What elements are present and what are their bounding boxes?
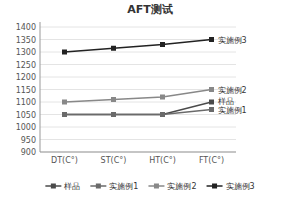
marker bbox=[62, 50, 67, 55]
grid-line bbox=[40, 77, 236, 78]
legend: 样品 实施例1 实施例2 实施例3 bbox=[45, 182, 254, 191]
y-tick-label: 900 bbox=[21, 148, 36, 157]
marker bbox=[160, 95, 165, 100]
legend-item: 样品 bbox=[45, 182, 80, 191]
marker bbox=[111, 46, 116, 51]
y-axis: 900 950 1000 1050 1100 1150 1200 1250 1300 1350 14… bbox=[16, 23, 236, 157]
line bbox=[65, 40, 212, 53]
legend-marker bbox=[212, 184, 217, 189]
x-tick-label: ST(C°) bbox=[101, 156, 127, 165]
legend-marker bbox=[96, 184, 101, 189]
series bbox=[62, 87, 214, 105]
y-tick-label: 1100 bbox=[16, 98, 36, 107]
marker bbox=[62, 112, 67, 117]
y-axis-line bbox=[40, 22, 41, 152]
series bbox=[62, 107, 214, 117]
annotation: 实施例3 bbox=[218, 36, 247, 45]
annotation: 样品 bbox=[218, 97, 234, 106]
legend-label: 实施例2 bbox=[167, 182, 196, 191]
y-tick-label: 1300 bbox=[16, 48, 36, 57]
marker bbox=[62, 112, 67, 117]
legend-item: 实施例1 bbox=[90, 182, 138, 191]
legend-marker bbox=[51, 184, 56, 189]
marker bbox=[160, 112, 165, 117]
line bbox=[65, 90, 212, 103]
title: AFT测试 bbox=[127, 3, 173, 16]
legend-label: 样品 bbox=[64, 182, 80, 191]
legend-label: 实施例3 bbox=[226, 182, 255, 191]
plot-area bbox=[62, 37, 214, 117]
marker bbox=[111, 97, 116, 102]
grid-line bbox=[40, 139, 236, 140]
marker bbox=[160, 42, 165, 47]
annotation: 实施例1 bbox=[218, 106, 247, 115]
grid-line bbox=[40, 27, 236, 28]
marker bbox=[62, 100, 67, 105]
y-tick-label: 1200 bbox=[16, 73, 36, 82]
y-tick-label: 1400 bbox=[16, 23, 36, 32]
x-tick-label: FT(C°) bbox=[199, 156, 224, 165]
legend-item: 实施例2 bbox=[148, 182, 196, 191]
series bbox=[62, 37, 214, 55]
x-tick-label: HT(C°) bbox=[149, 156, 176, 165]
legend-item: 实施例3 bbox=[207, 182, 255, 191]
marker bbox=[209, 87, 214, 92]
marker bbox=[209, 100, 214, 105]
marker bbox=[160, 112, 165, 117]
grid-line bbox=[40, 127, 236, 128]
marker bbox=[209, 107, 214, 112]
y-tick-label: 1350 bbox=[16, 36, 36, 45]
grid-line bbox=[40, 64, 236, 65]
y-tick-label: 1000 bbox=[16, 123, 36, 132]
x-tick-label: DT(C°) bbox=[51, 156, 78, 165]
marker bbox=[111, 112, 116, 117]
line bbox=[65, 110, 212, 115]
grid-line bbox=[40, 152, 236, 153]
legend-label: 实施例1 bbox=[109, 182, 138, 191]
annotation: 实施例2 bbox=[218, 86, 247, 95]
marker bbox=[209, 37, 214, 42]
series bbox=[62, 100, 214, 118]
marker bbox=[111, 112, 116, 117]
y-tick-label: 950 bbox=[21, 136, 36, 145]
legend-marker bbox=[154, 184, 159, 189]
y-tick-label: 1150 bbox=[16, 86, 36, 95]
y-tick-label: 1050 bbox=[16, 111, 36, 120]
x-axis-line bbox=[40, 152, 236, 153]
chart: AFT测试 900 950 1000 1050 1100 1150 1200 1250 1300 1… bbox=[0, 0, 300, 200]
y-tick-label: 1250 bbox=[16, 61, 36, 70]
line bbox=[65, 102, 212, 115]
